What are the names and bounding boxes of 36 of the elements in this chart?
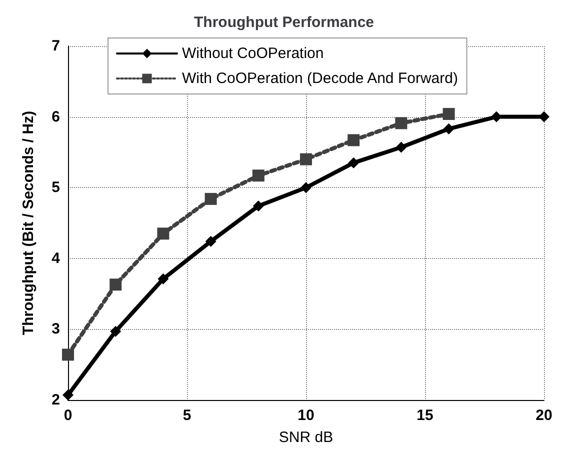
y-tick-label: 2 xyxy=(52,392,60,408)
point xyxy=(348,157,360,168)
point xyxy=(204,192,217,205)
y-tick-label: 5 xyxy=(52,179,60,196)
point xyxy=(252,200,264,212)
point xyxy=(110,278,122,291)
point xyxy=(538,111,550,122)
point xyxy=(442,108,455,120)
y-axis-title: Throughput (Bit / Seconds / Hz) xyxy=(20,110,37,336)
y-tick-label: 3 xyxy=(52,320,60,338)
y-tick-label: 4 xyxy=(52,250,61,267)
point xyxy=(110,326,122,337)
point xyxy=(348,134,360,146)
x-tick-label: 5 xyxy=(182,407,192,424)
point xyxy=(252,170,264,182)
y-tick-label: 6 xyxy=(52,108,60,126)
point xyxy=(158,273,169,284)
x-tick-label: 20 xyxy=(536,407,552,424)
x-tick-label: 15 xyxy=(416,407,434,424)
x-tick-label: 0 xyxy=(64,407,72,424)
point xyxy=(157,228,170,240)
x-tick-label: 10 xyxy=(298,407,314,424)
point xyxy=(300,153,312,166)
chart-title: Throughput Performance xyxy=(194,14,374,31)
point xyxy=(395,117,408,130)
point xyxy=(396,142,407,153)
point xyxy=(443,123,454,134)
point xyxy=(490,111,502,122)
point xyxy=(62,390,74,401)
x-axis-title: SNR dB xyxy=(278,429,334,446)
y-tick-label: 7 xyxy=(52,38,60,54)
point xyxy=(300,182,312,194)
point xyxy=(62,348,74,361)
legend-label: Without CoOPeration xyxy=(182,45,324,62)
legend-label: With CoOPeration (Decode And Forward) xyxy=(182,70,458,87)
point xyxy=(205,236,216,247)
